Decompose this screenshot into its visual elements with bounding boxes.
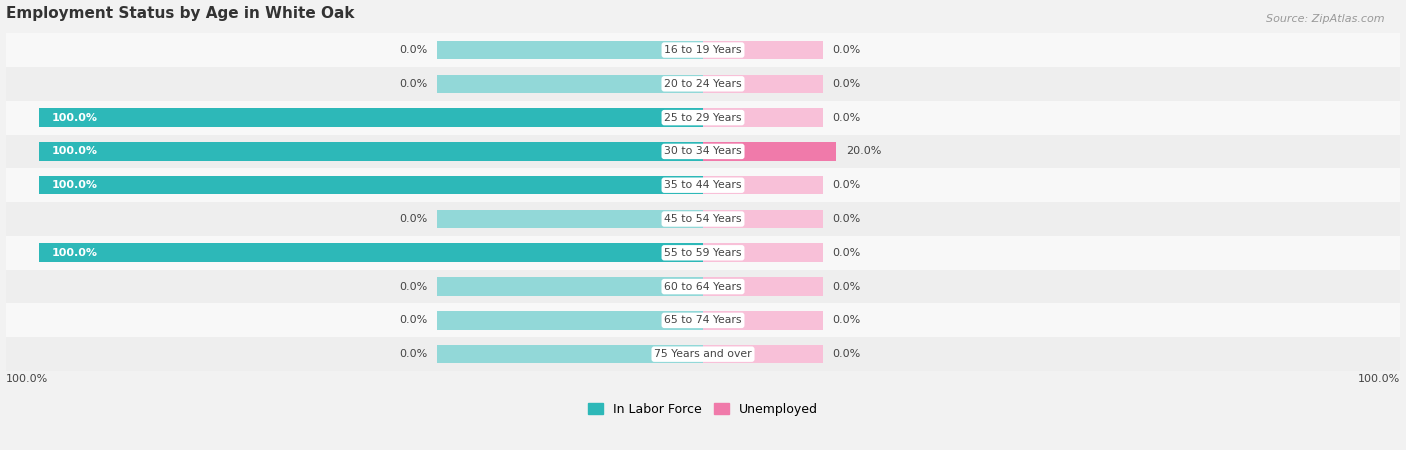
Bar [703, 210, 823, 228]
Bar [437, 277, 703, 296]
Text: 75 Years and over: 75 Years and over [654, 349, 752, 359]
Text: 0.0%: 0.0% [832, 79, 860, 89]
Bar [6, 236, 1400, 270]
Text: 16 to 19 Years: 16 to 19 Years [664, 45, 742, 55]
Text: 0.0%: 0.0% [832, 45, 860, 55]
Bar [6, 270, 1400, 303]
Text: 0.0%: 0.0% [832, 112, 860, 122]
Text: 0.0%: 0.0% [399, 214, 427, 224]
Bar [703, 176, 823, 194]
Text: 0.0%: 0.0% [832, 349, 860, 359]
Text: 100.0%: 100.0% [1358, 374, 1400, 384]
Text: 100.0%: 100.0% [52, 112, 98, 122]
Bar [6, 202, 1400, 236]
Bar [703, 345, 823, 364]
Text: 25 to 29 Years: 25 to 29 Years [664, 112, 742, 122]
Bar [6, 101, 1400, 135]
Text: 0.0%: 0.0% [832, 282, 860, 292]
Text: 0.0%: 0.0% [399, 282, 427, 292]
Bar [437, 210, 703, 228]
Bar [703, 108, 823, 127]
Bar [703, 311, 823, 330]
Text: 0.0%: 0.0% [832, 248, 860, 258]
Text: 0.0%: 0.0% [832, 315, 860, 325]
Text: 0.0%: 0.0% [832, 180, 860, 190]
Bar [437, 311, 703, 330]
Text: 45 to 54 Years: 45 to 54 Years [664, 214, 742, 224]
Bar [6, 135, 1400, 168]
Text: 0.0%: 0.0% [832, 214, 860, 224]
Text: 100.0%: 100.0% [52, 180, 98, 190]
Text: 35 to 44 Years: 35 to 44 Years [664, 180, 742, 190]
Text: 20 to 24 Years: 20 to 24 Years [664, 79, 742, 89]
Bar [6, 33, 1400, 67]
Text: 100.0%: 100.0% [6, 374, 48, 384]
Bar [437, 41, 703, 59]
Bar [6, 168, 1400, 202]
Text: 0.0%: 0.0% [399, 349, 427, 359]
Text: 30 to 34 Years: 30 to 34 Years [664, 146, 742, 157]
Text: 100.0%: 100.0% [52, 146, 98, 157]
Text: Employment Status by Age in White Oak: Employment Status by Age in White Oak [6, 5, 354, 21]
Bar [703, 277, 823, 296]
Bar [437, 75, 703, 93]
Bar [703, 243, 823, 262]
Text: 100.0%: 100.0% [52, 248, 98, 258]
Bar [703, 41, 823, 59]
Bar [437, 345, 703, 364]
Bar [39, 142, 703, 161]
Text: 0.0%: 0.0% [399, 315, 427, 325]
Text: 60 to 64 Years: 60 to 64 Years [664, 282, 742, 292]
Text: 0.0%: 0.0% [399, 79, 427, 89]
Text: 65 to 74 Years: 65 to 74 Years [664, 315, 742, 325]
Legend: In Labor Force, Unemployed: In Labor Force, Unemployed [583, 398, 823, 421]
Text: 20.0%: 20.0% [846, 146, 882, 157]
Bar [703, 75, 823, 93]
Bar [6, 303, 1400, 337]
Text: Source: ZipAtlas.com: Source: ZipAtlas.com [1267, 14, 1385, 23]
Bar [39, 176, 703, 194]
Bar [6, 337, 1400, 371]
Text: 55 to 59 Years: 55 to 59 Years [664, 248, 742, 258]
Bar [703, 142, 835, 161]
Bar [39, 108, 703, 127]
Bar [6, 67, 1400, 101]
Bar [39, 243, 703, 262]
Text: 0.0%: 0.0% [399, 45, 427, 55]
